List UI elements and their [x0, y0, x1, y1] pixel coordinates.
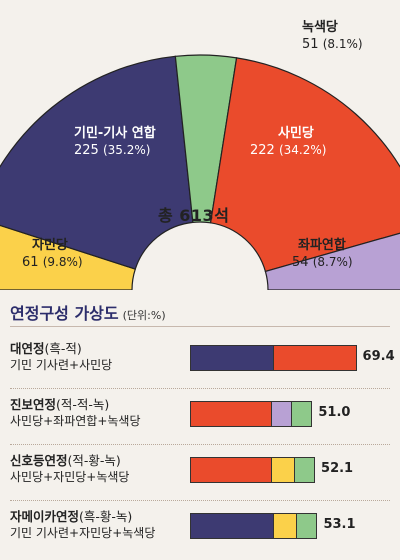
- coalition-row: 진보연정(적-적-녹) 사민당+좌파연합+녹색당 51.0: [8, 390, 392, 442]
- bar-segment: [274, 514, 298, 538]
- row-divider: [10, 500, 390, 501]
- section-title-text: 연정구성 가상도: [10, 304, 119, 323]
- section-divider: [10, 326, 390, 327]
- coalition-parties: 기민 기사련+사민당: [10, 358, 113, 372]
- bar-segment: [271, 402, 293, 426]
- slice-label-spd: 사민당 222 (34.2%): [250, 126, 327, 158]
- slice-value: 51: [302, 37, 319, 52]
- slice-value: 225: [74, 143, 99, 158]
- coalition-value: 52.1: [321, 461, 354, 476]
- slice-pct: 34.2%: [283, 143, 322, 157]
- coalition-bar: [190, 401, 313, 427]
- coalition-value: 53.1: [323, 517, 356, 532]
- slice-value: 54: [292, 255, 309, 270]
- slice-label-fdp: 자민당 61 (9.8%): [22, 238, 83, 270]
- slice-1: [0, 55, 194, 270]
- bar-segment: [191, 346, 275, 370]
- bar-segment: [294, 458, 315, 482]
- slice-name: 좌파연합: [298, 238, 346, 253]
- coalition-name: 진보연정: [10, 397, 57, 412]
- coalition-colors: (적-황-녹): [67, 453, 121, 468]
- coalition-parties: 기민 기사련+자민당+녹색당: [10, 526, 156, 540]
- coalition-bar: [190, 457, 316, 483]
- bar-segment: [271, 458, 295, 482]
- slice-value: 222: [250, 143, 275, 158]
- coalition-colors: (흑-황-녹): [79, 509, 133, 524]
- section-unit: (단위:%): [122, 309, 166, 322]
- section-title: 연정구성 가상도 (단위:%): [10, 300, 166, 324]
- slice-name: 기민-기사 연합: [74, 126, 156, 141]
- coalition-colors: (흑-적): [44, 341, 82, 356]
- coalition-colors: (적-적-녹): [56, 397, 110, 412]
- slice-0: [0, 224, 137, 290]
- coalition-bar: [190, 513, 318, 539]
- slice-pct: 8.7%: [317, 255, 348, 269]
- total-seats-label: 총 613석: [158, 206, 230, 225]
- slice-label-cdu: 기민-기사 연합 225 (35.2%): [74, 126, 156, 158]
- bar-segment: [292, 402, 312, 426]
- coalition-value: 51.0: [318, 405, 351, 420]
- slice-name: 녹색당: [302, 20, 338, 35]
- coalition-row: 신호등연정(적-황-녹) 사민당+자민당+녹색당 52.1: [8, 446, 392, 498]
- coalition-row: 자메이카연정(흑-황-녹) 기민 기사련+자민당+녹색당 53.1: [8, 502, 392, 554]
- slice-pct: 8.1%: [327, 37, 358, 51]
- slice-pct: 35.2%: [107, 143, 146, 157]
- slice-4: [264, 232, 400, 290]
- slice-name: 자민당: [32, 238, 68, 253]
- coalition-name: 신호등연정: [10, 453, 68, 468]
- bar-segment: [191, 458, 272, 482]
- bar-segment: [191, 514, 275, 538]
- row-divider: [10, 444, 390, 445]
- coalition-row: 대연정(흑-적) 기민 기사련+사민당 69.4: [8, 334, 395, 386]
- coalition-parties: 사민당+자민당+녹색당: [10, 470, 130, 484]
- slice-value: 61: [22, 255, 39, 270]
- coalition-parties: 사민당+좌파연합+녹색당: [10, 414, 141, 428]
- slice-pct: 9.8%: [47, 255, 78, 269]
- slice-name: 사민당: [278, 126, 314, 141]
- bar-segment: [297, 514, 317, 538]
- bar-segment: [274, 346, 356, 370]
- slice-3: [209, 57, 400, 273]
- seat-distribution-chart: [0, 54, 400, 290]
- coalition-value: 69.4: [362, 349, 395, 364]
- slice-label-left: 좌파연합 54 (8.7%): [292, 238, 353, 270]
- coalition-name: 대연정: [10, 341, 45, 356]
- coalition-name: 자메이카연정: [10, 509, 80, 524]
- row-divider: [10, 388, 390, 389]
- slice-label-green: 녹색당 51 (8.1%): [302, 20, 363, 52]
- coalition-bar: [190, 345, 357, 371]
- bar-segment: [191, 402, 272, 426]
